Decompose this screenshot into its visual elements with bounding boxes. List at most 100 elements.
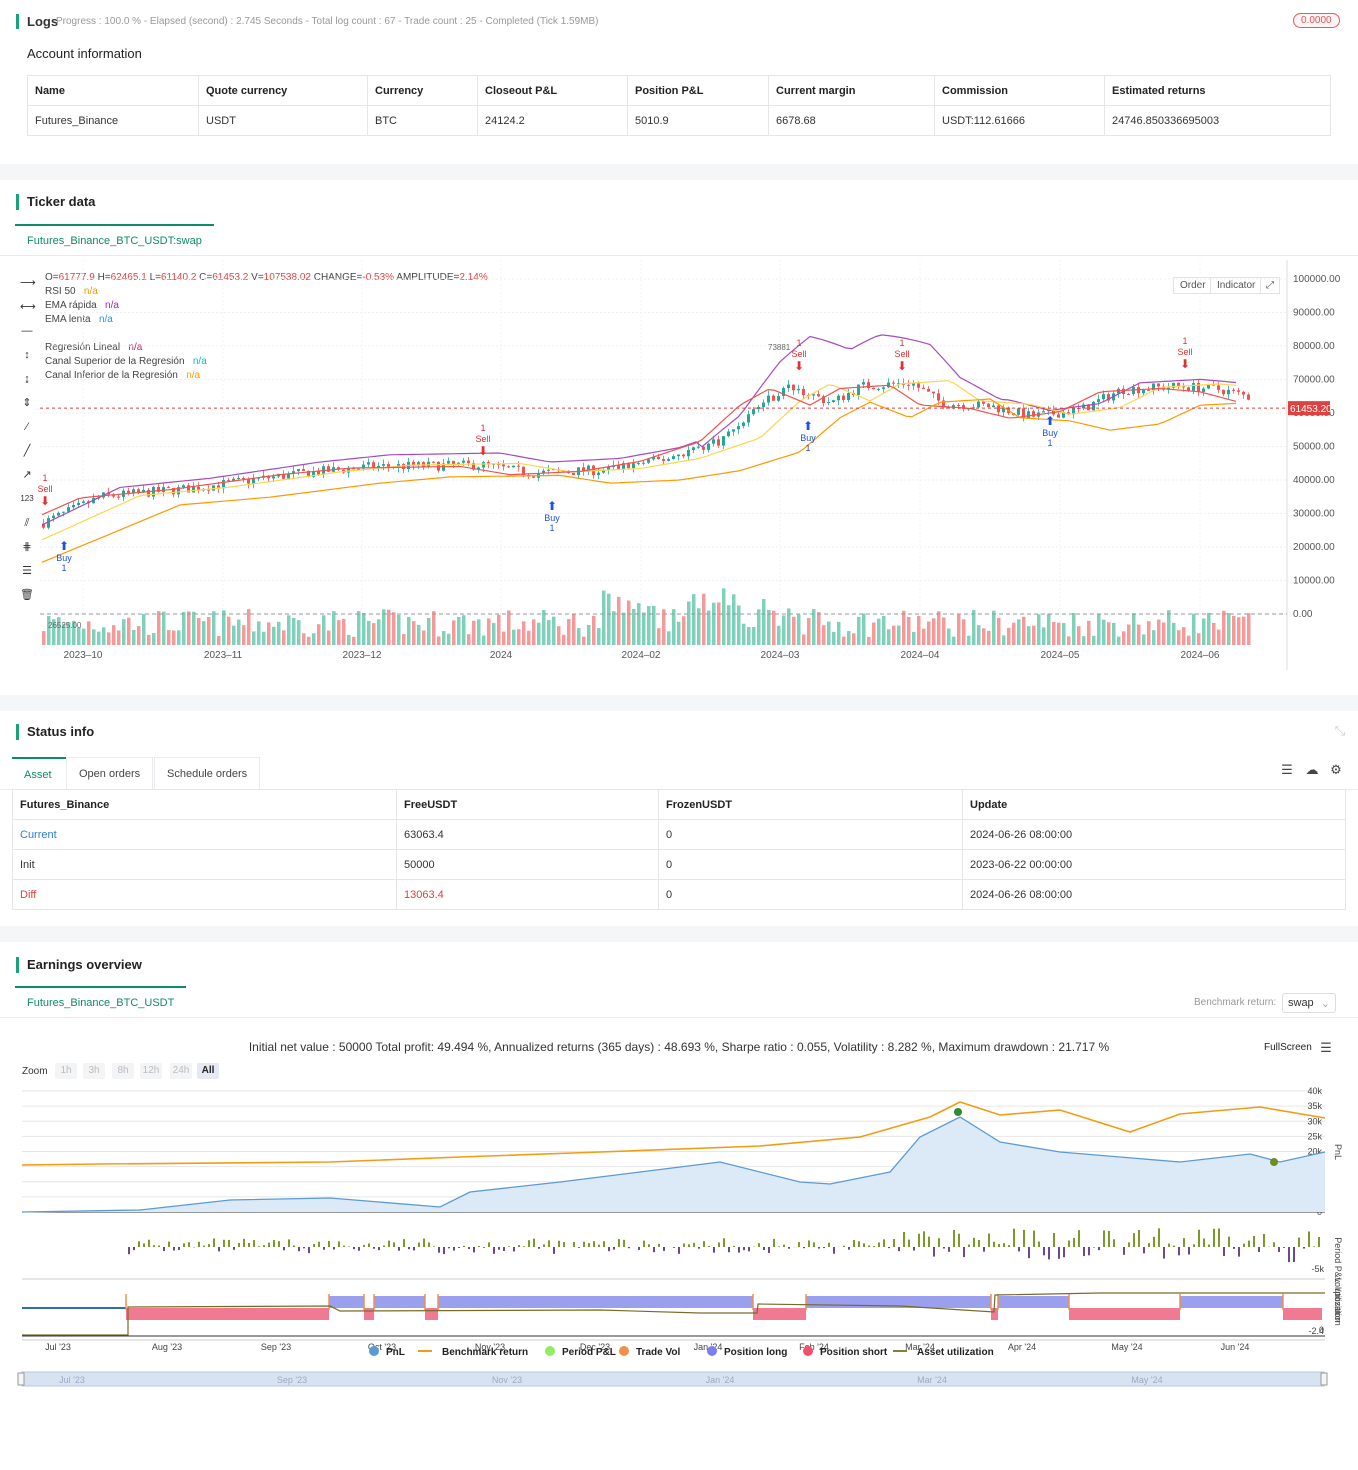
- crosshair-icon[interactable]: ⟶: [20, 277, 36, 289]
- candle-body: [182, 485, 185, 488]
- volume-bar: [592, 615, 596, 645]
- fullscreen-button[interactable]: FullScreen: [1264, 1042, 1312, 1053]
- period-pnl-bar: [743, 1247, 745, 1251]
- candle-body: [882, 387, 885, 389]
- candle-body: [937, 393, 940, 401]
- trade-marker-count: 1: [899, 338, 904, 348]
- volume-bar: [247, 609, 251, 645]
- volume-bar: [227, 616, 231, 645]
- tab-asset[interactable]: Asset: [12, 757, 66, 789]
- vertical-segment-icon[interactable]: ⇕: [22, 397, 32, 409]
- volume-bar: [552, 616, 556, 645]
- pitchfork-icon[interactable]: ⋕: [22, 541, 32, 553]
- candle-body: [517, 465, 520, 467]
- period-pnl-bar: [1273, 1242, 1275, 1247]
- volume-bar: [302, 633, 306, 645]
- trade-marker-label: Buy: [56, 553, 72, 563]
- volume-bar: [1147, 621, 1151, 645]
- candle-body: [547, 469, 550, 471]
- trash-icon[interactable]: 🗑: [20, 589, 34, 601]
- candle-body: [697, 446, 700, 448]
- period-pnl-bar: [1053, 1233, 1055, 1247]
- volume-bar: [747, 626, 751, 645]
- period-pnl-bar: [328, 1240, 330, 1247]
- candle-body: [62, 511, 65, 513]
- legend-label: PnL: [386, 1347, 405, 1358]
- zoom-option[interactable]: 12h: [140, 1063, 162, 1079]
- volume-bar: [1032, 625, 1036, 645]
- list-icon[interactable]: ☰: [1281, 762, 1293, 777]
- period-pnl-bar: [473, 1247, 475, 1253]
- volume-bar: [417, 624, 421, 645]
- period-pnl-bar: [1243, 1243, 1245, 1247]
- zoom-option[interactable]: 8h: [112, 1063, 134, 1079]
- period-pnl-bar: [888, 1247, 890, 1249]
- cloud-download-icon[interactable]: ☁: [1305, 762, 1319, 777]
- candle-body: [412, 461, 415, 466]
- volume-bar: [542, 609, 546, 645]
- period-pnl-bar: [553, 1247, 555, 1254]
- candle-body: [582, 467, 585, 472]
- volume-bar: [77, 627, 81, 645]
- volume-bar: [1152, 630, 1156, 645]
- collapse-icon[interactable]: ⤡: [1334, 723, 1346, 738]
- price-axis-label: 20000.00: [1293, 542, 1335, 553]
- volume-bar: [927, 621, 931, 645]
- account-cell: 24746.850336695003: [1104, 105, 1331, 136]
- indicator-legend-regression: Regresión Lineal n/a: [45, 342, 142, 353]
- benchmark-select[interactable]: swap ⌄: [1282, 993, 1336, 1013]
- logs-badge[interactable]: 0.0000: [1293, 13, 1340, 28]
- parallel-channel-icon[interactable]: ⫽: [24, 517, 30, 529]
- candle-body: [662, 459, 665, 461]
- volume-bar: [342, 618, 346, 645]
- fib-retracement-icon[interactable]: ☰: [22, 565, 32, 577]
- expand-icon[interactable]: ⤢: [1260, 277, 1280, 294]
- navigator-axis-label: May '24: [1131, 1375, 1162, 1385]
- menu-icon[interactable]: ☰: [1320, 1040, 1332, 1055]
- tab-earnings-symbol[interactable]: Futures_Binance_BTC_USDT: [15, 986, 186, 1017]
- ohlc-c-label: C=: [199, 272, 213, 283]
- period-pnl-bar: [528, 1240, 530, 1247]
- position-long-block: [998, 1296, 1069, 1308]
- volume-bar: [1172, 622, 1176, 645]
- zoom-option[interactable]: 24h: [170, 1063, 192, 1079]
- tab-open-orders[interactable]: Open orders: [66, 757, 154, 789]
- vertical-line-icon[interactable]: ↕: [24, 349, 30, 361]
- candle-body: [187, 485, 190, 493]
- volume-bar: [207, 617, 211, 645]
- segment-icon[interactable]: ╱: [23, 445, 31, 457]
- trend-line-icon[interactable]: ⁄: [26, 421, 28, 433]
- volume-bar: [252, 631, 256, 645]
- period-pnl-bar: [373, 1247, 375, 1249]
- zoom-option[interactable]: 1h: [55, 1063, 77, 1079]
- period-pnl-bar: [1298, 1237, 1300, 1247]
- zoom-option[interactable]: All: [197, 1063, 219, 1079]
- period-pnl-bar: [288, 1239, 290, 1247]
- period-pnl-bar: [1003, 1243, 1005, 1247]
- price-label-icon[interactable]: 123: [20, 494, 34, 503]
- volume-bar: [312, 633, 316, 645]
- candle-body: [1202, 388, 1205, 392]
- candle-body: [1177, 382, 1180, 386]
- tab-schedule-orders[interactable]: Schedule orders: [154, 757, 261, 789]
- horizontal-line-icon[interactable]: —: [21, 325, 33, 337]
- ray-icon[interactable]: ↗: [22, 469, 32, 481]
- account-cell: 5010.9: [627, 105, 769, 136]
- period-pnl-bar: [203, 1245, 205, 1247]
- position-long-block: [374, 1296, 425, 1308]
- period-pnl-bar: [513, 1247, 515, 1252]
- period-pnl-bar: [468, 1247, 470, 1249]
- volume-bar: [792, 616, 796, 645]
- vertical-ray-icon[interactable]: ↨: [24, 373, 30, 385]
- candle-body: [832, 400, 835, 403]
- horizontal-ray-icon[interactable]: ⟷: [20, 301, 36, 313]
- candle-body: [1147, 389, 1150, 391]
- tab-ticker-symbol[interactable]: Futures_Binance_BTC_USDT:swap: [15, 224, 214, 255]
- zoom-option[interactable]: 3h: [83, 1063, 105, 1079]
- navigator-axis-label: Jul '23: [59, 1375, 85, 1385]
- candle-body: [1187, 387, 1190, 391]
- gear-icon[interactable]: ⚙: [1330, 762, 1342, 777]
- time-axis-label: 2023–12: [343, 650, 382, 661]
- period-pnl-bar: [413, 1247, 415, 1251]
- period-pnl-bar: [763, 1247, 765, 1251]
